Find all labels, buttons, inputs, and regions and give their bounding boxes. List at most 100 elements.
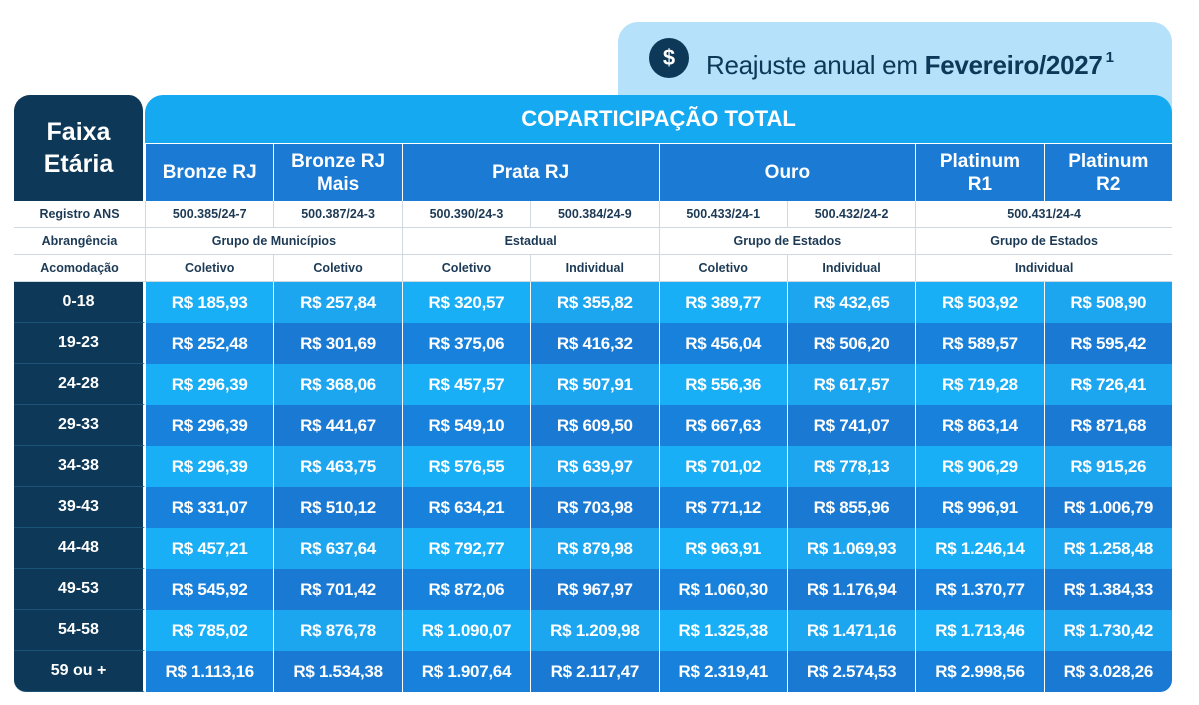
plan-header: Bronze RJ [145, 143, 274, 201]
price-table: Faixa Etária COPARTICIPAÇÃO TOTAL Bronze… [14, 95, 1172, 692]
info-cell: Coletivo [273, 255, 402, 282]
info-cell: 500.431/24-4 [915, 201, 1172, 228]
info-cell: Coletivo [401, 255, 531, 282]
info-cell: 500.433/24-1 [658, 201, 787, 228]
price-row: 49-53 R$ 545,92 R$ 701,42 R$ 872,06 R$ 967,9… [14, 569, 1172, 610]
price-cell: R$ 915,26 [1043, 446, 1172, 487]
price-cell: R$ 1.534,38 [273, 651, 402, 692]
badge-text: Reajuste anual em Fevereiro/2027 1 [706, 38, 1114, 85]
price-cell: R$ 296,39 [145, 446, 274, 487]
table-body: 0-18 R$ 185,93 R$ 257,84 R$ 320,57 R$ 355,82… [14, 282, 1172, 692]
abrangencia-row: Abrangência Grupo de Municípios Estadual… [14, 228, 1172, 255]
price-cell: R$ 703,98 [530, 487, 659, 528]
price-cell: R$ 549,10 [401, 405, 531, 446]
price-cell: R$ 1.907,64 [401, 651, 531, 692]
price-cell: R$ 257,84 [273, 282, 402, 323]
badge-label: Reajuste anual em [706, 50, 925, 80]
price-cell: R$ 331,07 [145, 487, 274, 528]
age-range: 39-43 [14, 487, 145, 528]
info-cell: Individual [786, 255, 916, 282]
price-row: 59 ou + R$ 1.113,16 R$ 1.534,38 R$ 1.907,64… [14, 651, 1172, 692]
price-cell: R$ 1.384,33 [1043, 569, 1172, 610]
info-cell: Individual [915, 255, 1172, 282]
price-cell: R$ 785,02 [145, 610, 274, 651]
price-cell: R$ 792,77 [401, 528, 531, 569]
price-cell: R$ 771,12 [658, 487, 787, 528]
price-row: 39-43 R$ 331,07 R$ 510,12 R$ 634,21 R$ 703,9… [14, 487, 1172, 528]
info-cell: Individual [530, 255, 659, 282]
price-cell: R$ 432,65 [786, 282, 916, 323]
price-cell: R$ 1.471,16 [786, 610, 916, 651]
corner-header: Faixa Etária [14, 95, 145, 201]
price-cell: R$ 595,42 [1043, 323, 1172, 364]
price-cell: R$ 1.176,94 [786, 569, 916, 610]
price-cell: R$ 508,90 [1043, 282, 1172, 323]
age-range: 49-53 [14, 569, 145, 610]
price-cell: R$ 1.713,46 [915, 610, 1044, 651]
age-range: 34-38 [14, 446, 145, 487]
plan-header: Prata RJ [401, 143, 659, 201]
price-cell: R$ 507,91 [530, 364, 659, 405]
price-cell: R$ 1.069,93 [786, 528, 916, 569]
price-cell: R$ 301,69 [273, 323, 402, 364]
row-label: Registro ANS [14, 201, 145, 228]
price-row: 0-18 R$ 185,93 R$ 257,84 R$ 320,57 R$ 355,82… [14, 282, 1172, 323]
age-range: 54-58 [14, 610, 145, 651]
price-cell: R$ 609,50 [530, 405, 659, 446]
price-cell: R$ 634,21 [401, 487, 531, 528]
price-cell: R$ 2.574,53 [786, 651, 916, 692]
age-range: 19-23 [14, 323, 145, 364]
table-head: Faixa Etária COPARTICIPAÇÃO TOTAL Bronze… [14, 95, 1172, 282]
price-cell: R$ 506,20 [786, 323, 916, 364]
price-cell: R$ 355,82 [530, 282, 659, 323]
price-cell: R$ 441,67 [273, 405, 402, 446]
price-row: 29-33 R$ 296,39 R$ 441,67 R$ 549,10 R$ 609,5… [14, 405, 1172, 446]
price-cell: R$ 296,39 [145, 364, 274, 405]
price-cell: R$ 457,21 [145, 528, 274, 569]
info-cell: 500.390/24-3 [401, 201, 531, 228]
price-cell: R$ 252,48 [145, 323, 274, 364]
price-cell: R$ 637,64 [273, 528, 402, 569]
badge-note: 1 [1105, 49, 1114, 66]
price-cell: R$ 2.319,41 [658, 651, 787, 692]
age-range: 59 ou + [14, 651, 145, 692]
price-cell: R$ 778,13 [786, 446, 916, 487]
price-cell: R$ 1.370,77 [915, 569, 1044, 610]
price-cell: R$ 963,91 [658, 528, 787, 569]
price-cell: R$ 1.209,98 [530, 610, 659, 651]
price-cell: R$ 375,06 [401, 323, 531, 364]
price-cell: R$ 456,04 [658, 323, 787, 364]
price-row: 34-38 R$ 296,39 R$ 463,75 R$ 576,55 R$ 639,9… [14, 446, 1172, 487]
price-cell: R$ 416,32 [530, 323, 659, 364]
price-cell: R$ 855,96 [786, 487, 916, 528]
age-range: 29-33 [14, 405, 145, 446]
price-cell: R$ 872,06 [401, 569, 531, 610]
price-cell: R$ 871,68 [1043, 405, 1172, 446]
price-cell: R$ 1.060,30 [658, 569, 787, 610]
price-cell: R$ 906,29 [915, 446, 1044, 487]
price-cell: R$ 876,78 [273, 610, 402, 651]
price-cell: R$ 510,12 [273, 487, 402, 528]
price-cell: R$ 1.113,16 [145, 651, 274, 692]
price-cell: R$ 3.028,26 [1043, 651, 1172, 692]
info-cell: 500.384/24-9 [530, 201, 659, 228]
registro-row: Registro ANS 500.385/24-7 500.387/24-3 5… [14, 201, 1172, 228]
price-cell: R$ 863,14 [915, 405, 1044, 446]
price-cell: R$ 320,57 [401, 282, 531, 323]
price-cell: R$ 996,91 [915, 487, 1044, 528]
plan-header: Platinum R1 [915, 143, 1044, 201]
age-range: 0-18 [14, 282, 145, 323]
info-cell: Grupo de Estados [658, 228, 916, 255]
price-row: 24-28 R$ 296,39 R$ 368,06 R$ 457,57 R$ 507,9… [14, 364, 1172, 405]
info-cell: Grupo de Estados [915, 228, 1172, 255]
price-cell: R$ 1.246,14 [915, 528, 1044, 569]
price-cell: R$ 701,02 [658, 446, 787, 487]
dollar-icon: $ [649, 38, 689, 78]
price-cell: R$ 667,63 [658, 405, 787, 446]
price-cell: R$ 741,07 [786, 405, 916, 446]
price-cell: R$ 576,55 [401, 446, 531, 487]
price-cell: R$ 368,06 [273, 364, 402, 405]
price-cell: R$ 1.258,48 [1043, 528, 1172, 569]
